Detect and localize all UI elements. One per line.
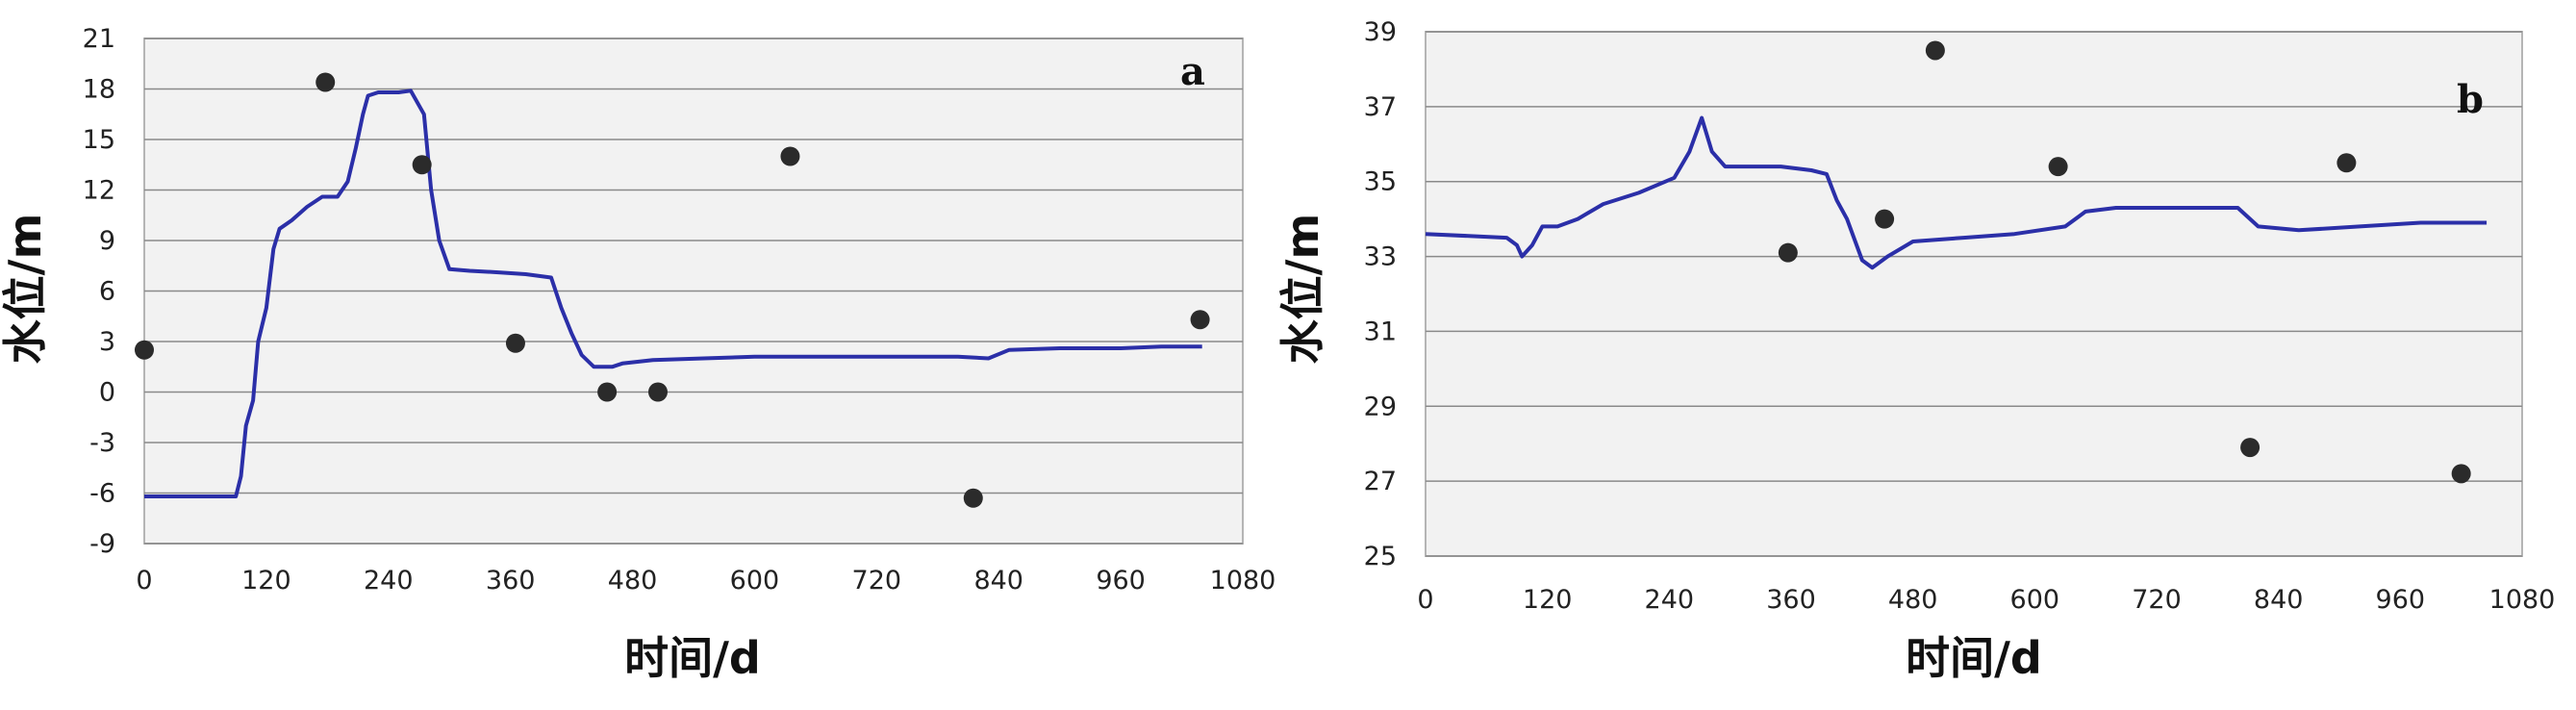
y-tick-label: 33	[1364, 242, 1397, 272]
scatter-point	[597, 382, 618, 402]
y-tick-label: -9	[89, 529, 115, 559]
y-axis-title: 水位/m	[1276, 214, 1328, 365]
x-axis-title: 时间/d	[624, 632, 761, 684]
x-tick-label: 720	[2132, 585, 2182, 615]
x-tick-label: 360	[1766, 585, 1816, 615]
y-tick-label: 35	[1364, 167, 1397, 197]
y-tick-label: 31	[1364, 317, 1397, 346]
x-tick-label: 240	[364, 566, 414, 596]
y-tick-label: 15	[83, 125, 115, 155]
x-tick-label: 840	[2254, 585, 2304, 615]
scatter-point	[1925, 40, 1945, 61]
scatter-point	[780, 146, 800, 166]
scatter-point	[2336, 153, 2357, 173]
x-tick-label: 120	[241, 566, 291, 596]
scatter-point	[1875, 209, 1895, 229]
scatter-point	[963, 488, 983, 508]
scatter-point	[1778, 242, 1798, 263]
y-tick-label: -6	[89, 479, 115, 509]
y-tick-label: 29	[1364, 392, 1397, 421]
x-tick-label: 960	[1096, 566, 1146, 596]
scatter-point	[2451, 464, 2471, 484]
y-tick-label: 6	[99, 277, 115, 307]
scatter-point	[412, 155, 432, 175]
panel-label: a	[1180, 49, 1205, 94]
x-tick-label: 1080	[1210, 566, 1276, 596]
y-tick-label: 0	[99, 378, 115, 408]
y-tick-label: 21	[83, 24, 115, 54]
x-tick-label: 480	[608, 566, 658, 596]
x-tick-label: 720	[852, 566, 902, 596]
x-tick-label: 840	[973, 566, 1023, 596]
x-tick-label: 480	[1888, 585, 1938, 615]
x-tick-label: 120	[1523, 585, 1573, 615]
y-tick-label: 27	[1364, 467, 1397, 496]
x-tick-label: 0	[1417, 585, 1433, 615]
scatter-point	[2240, 438, 2260, 458]
y-tick-label: 3	[99, 327, 115, 357]
scatter-point	[316, 72, 336, 92]
x-axis-title: 时间/d	[1906, 632, 2042, 684]
x-tick-label: 1080	[2489, 585, 2556, 615]
x-tick-label: 0	[136, 566, 152, 596]
x-tick-label: 600	[730, 566, 780, 596]
y-tick-label: 12	[83, 176, 115, 206]
x-tick-label: 240	[1645, 585, 1695, 615]
scatter-point	[505, 333, 525, 353]
y-tick-label: 37	[1364, 92, 1397, 122]
panel-label: b	[2457, 77, 2484, 122]
y-tick-label: 9	[99, 226, 115, 256]
y-tick-label: 18	[83, 75, 115, 105]
x-tick-label: 360	[486, 566, 536, 596]
x-tick-label: 960	[2376, 585, 2426, 615]
scatter-point	[647, 382, 668, 402]
panel-b-chart: 25 27 29 31 33 35 37 39 0 120 240 360 480 600 720 840 96…	[1276, 17, 2555, 684]
panel-a-chart: -9 -6 -3 0 3 6 9 12 15 18 21 0 120 240 360 480 600 720 840…	[0, 24, 1275, 684]
series-line	[144, 89, 1202, 498]
y-tick-label: 25	[1364, 542, 1397, 571]
scatter-point	[1190, 310, 1210, 330]
y-tick-label: -3	[89, 428, 115, 458]
plot-area	[1425, 31, 2523, 557]
y-tick-label: 39	[1364, 17, 1397, 47]
series-line	[1425, 115, 2488, 270]
x-tick-label: 600	[2010, 585, 2060, 615]
y-axis-title: 水位/m	[0, 214, 51, 365]
scatter-point	[135, 340, 154, 360]
scatter-point	[2048, 157, 2068, 177]
